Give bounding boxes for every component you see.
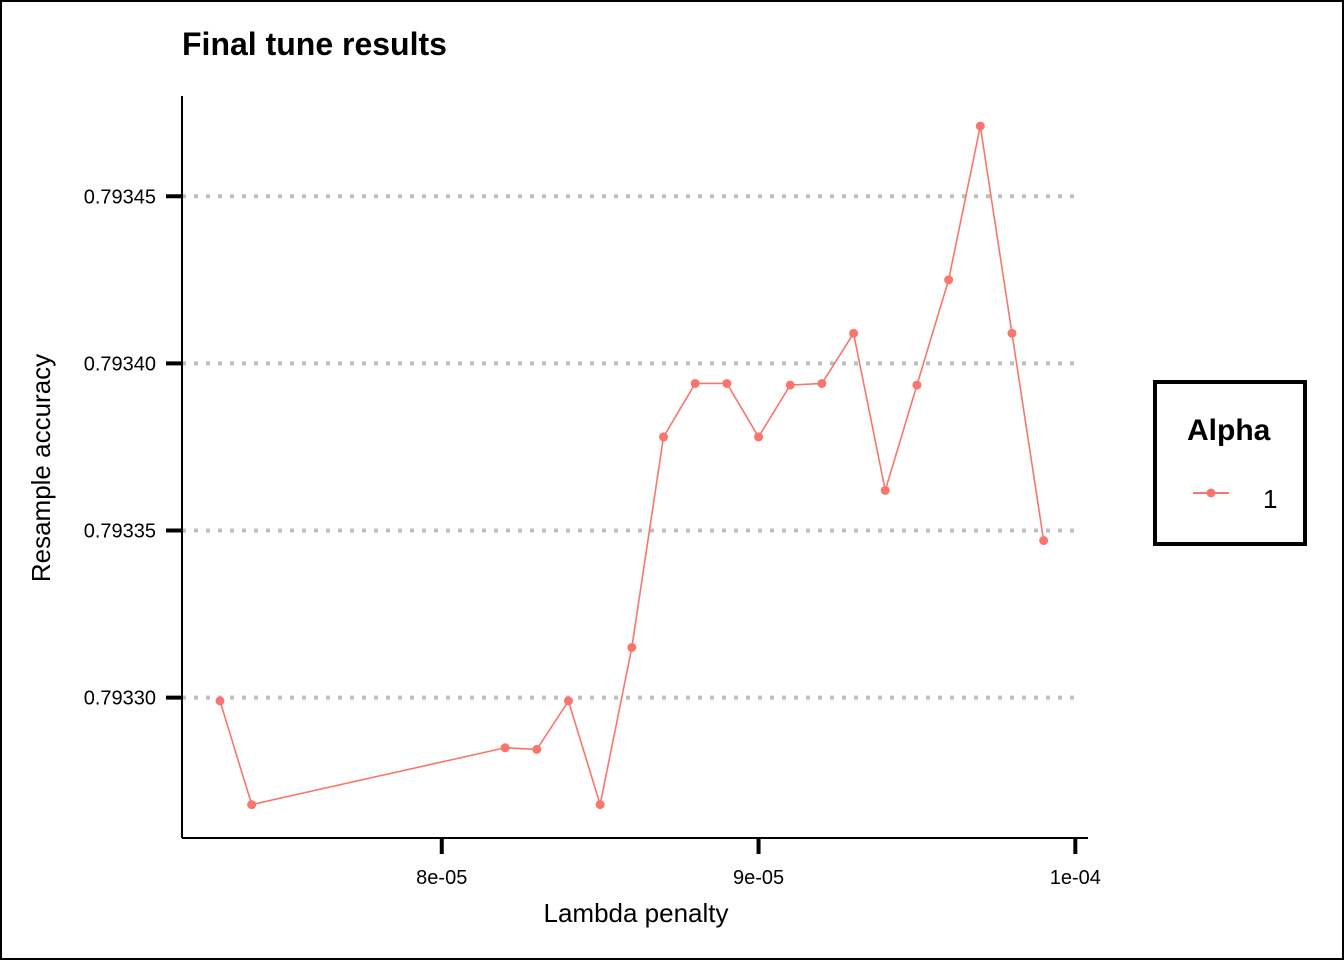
data-point xyxy=(722,378,732,388)
grid-lines xyxy=(182,194,1080,700)
data-point xyxy=(215,696,225,706)
data-point xyxy=(627,642,637,652)
x-tick-label: 8e-05 xyxy=(416,867,467,889)
legend-key-line xyxy=(1193,488,1229,498)
data-point xyxy=(500,743,510,753)
x-axis-label: Lambda penalty xyxy=(543,898,728,928)
data-point xyxy=(690,378,700,388)
y-tick-label: 0.79330 xyxy=(84,688,156,710)
data-point xyxy=(975,121,985,131)
axis-ticks: 0.79330 0.79335 0.79340 0.79345 8e-05 9e-05 1e… xyxy=(84,186,1101,889)
series-line xyxy=(219,125,1045,806)
data-point xyxy=(532,744,542,754)
data-point xyxy=(754,432,764,442)
data-point xyxy=(1007,328,1017,338)
data-point xyxy=(785,380,795,390)
data-point xyxy=(563,696,573,706)
x-tick-label: 9e-05 xyxy=(733,867,784,889)
data-point xyxy=(912,380,922,390)
series-layer xyxy=(215,121,1049,810)
data-point xyxy=(849,328,859,338)
data-point xyxy=(247,800,257,810)
legend: Alpha 1 xyxy=(1153,380,1307,546)
y-tick-label: 0.79345 xyxy=(84,186,156,208)
x-tick-label: 1e-04 xyxy=(1050,867,1101,889)
legend-label: 1 xyxy=(1263,484,1278,514)
y-axis-label: Resample accuracy xyxy=(26,354,56,582)
data-point xyxy=(1039,536,1049,546)
data-point xyxy=(595,800,605,810)
data-point xyxy=(944,275,954,285)
data-point xyxy=(817,378,827,388)
data-point xyxy=(659,432,669,442)
y-tick-label: 0.79335 xyxy=(84,521,156,543)
data-point xyxy=(880,485,890,495)
legend-title: Alpha xyxy=(1187,414,1271,447)
chart-title: Final tune results xyxy=(182,26,447,62)
y-tick-label: 0.79340 xyxy=(84,353,156,375)
